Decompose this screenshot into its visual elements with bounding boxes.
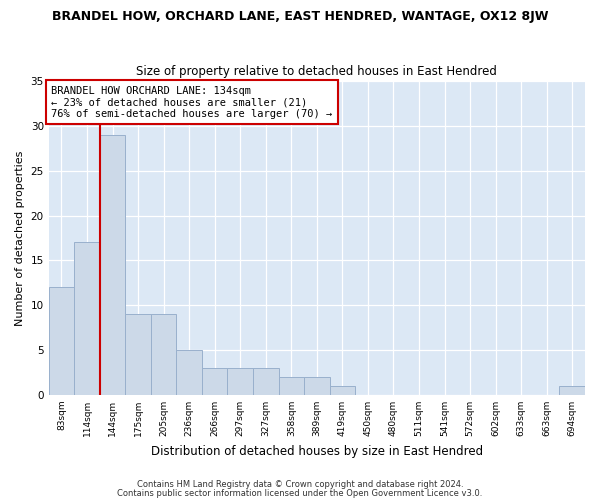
Text: BRANDEL HOW, ORCHARD LANE, EAST HENDRED, WANTAGE, OX12 8JW: BRANDEL HOW, ORCHARD LANE, EAST HENDRED,… (52, 10, 548, 23)
Bar (304, 377, 329, 395)
Title: Size of property relative to detached houses in East Hendred: Size of property relative to detached ho… (136, 66, 497, 78)
Bar (100, 135, 125, 395)
Bar (49, 288, 74, 395)
Bar (329, 386, 355, 395)
Bar (227, 368, 253, 395)
Text: Contains HM Land Registry data © Crown copyright and database right 2024.: Contains HM Land Registry data © Crown c… (137, 480, 463, 489)
Bar (202, 368, 227, 395)
Bar (176, 350, 202, 395)
Bar (74, 242, 100, 395)
Bar (253, 368, 278, 395)
Bar (125, 314, 151, 395)
Bar (278, 377, 304, 395)
X-axis label: Distribution of detached houses by size in East Hendred: Distribution of detached houses by size … (151, 444, 483, 458)
Bar (151, 314, 176, 395)
Text: Contains public sector information licensed under the Open Government Licence v3: Contains public sector information licen… (118, 488, 482, 498)
Y-axis label: Number of detached properties: Number of detached properties (15, 150, 25, 326)
Bar (559, 386, 585, 395)
Text: BRANDEL HOW ORCHARD LANE: 134sqm
← 23% of detached houses are smaller (21)
76% o: BRANDEL HOW ORCHARD LANE: 134sqm ← 23% o… (51, 86, 332, 118)
